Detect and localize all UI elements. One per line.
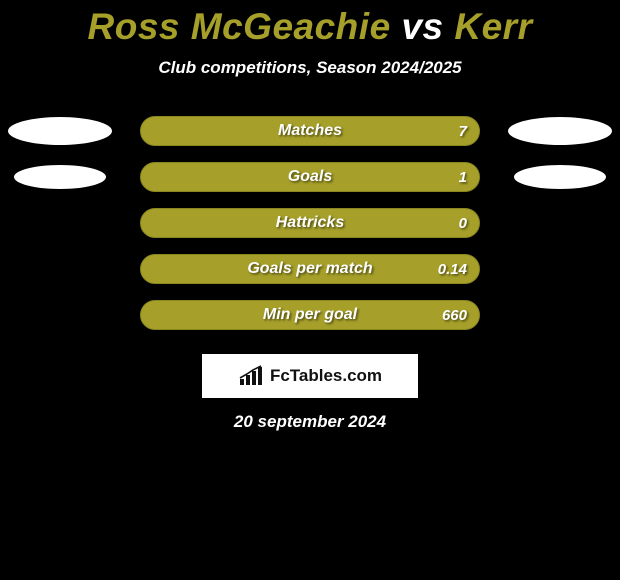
subtitle: Club competitions, Season 2024/2025 (0, 58, 620, 78)
stat-value: 0.14 (438, 261, 467, 278)
stats-list: Matches 7 Goals 1 Hattricks 0 Goals per match 0… (0, 108, 620, 338)
brand-box: FcTables.com (202, 354, 418, 398)
title-player1: Ross McGeachie (88, 6, 391, 47)
comparison-infographic: Ross McGeachie vs Kerr Club competitions… (0, 0, 620, 432)
page-title: Ross McGeachie vs Kerr (0, 6, 620, 48)
stat-bar: Min per goal 660 (140, 300, 480, 330)
stat-label: Hattricks (276, 214, 344, 232)
stat-label: Matches (278, 122, 342, 140)
stat-bar: Matches 7 (140, 116, 480, 146)
stat-row: Min per goal 660 (0, 292, 620, 338)
bar-chart-icon (238, 365, 264, 387)
brand-text: FcTables.com (270, 366, 382, 386)
side-shape-left (8, 108, 112, 154)
stat-bar: Goals 1 (140, 162, 480, 192)
stat-bar: Hattricks 0 (140, 208, 480, 238)
date-text: 20 september 2024 (0, 412, 620, 432)
title-vs: vs (401, 6, 454, 47)
stat-label: Goals per match (247, 260, 372, 278)
stat-value: 0 (459, 215, 467, 232)
side-shape-right (508, 108, 612, 154)
stat-value: 7 (459, 123, 467, 140)
side-shape-left (8, 154, 112, 200)
ellipse-icon (8, 117, 112, 145)
stat-value: 660 (442, 307, 467, 324)
stat-row: Hattricks 0 (0, 200, 620, 246)
ellipse-icon (514, 165, 606, 189)
ellipse-icon (14, 165, 106, 189)
stat-row: Goals per match 0.14 (0, 246, 620, 292)
stat-bar: Goals per match 0.14 (140, 254, 480, 284)
ellipse-icon (508, 117, 612, 145)
stat-value: 1 (459, 169, 467, 186)
stat-label: Min per goal (263, 306, 357, 324)
stat-label: Goals (288, 168, 332, 186)
stat-row: Matches 7 (0, 108, 620, 154)
stat-row: Goals 1 (0, 154, 620, 200)
side-shape-right (508, 154, 612, 200)
title-player2: Kerr (454, 6, 532, 47)
